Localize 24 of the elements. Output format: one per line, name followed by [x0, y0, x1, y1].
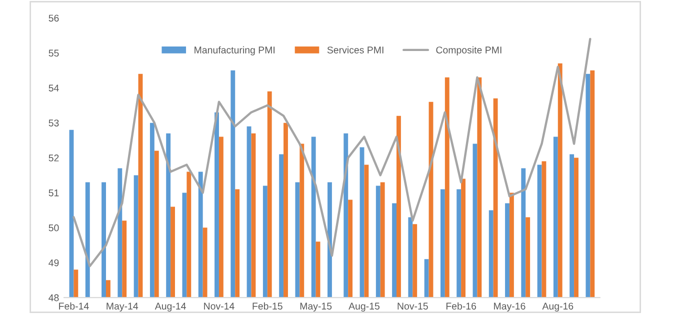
x-tick-label: Aug-14 — [154, 302, 186, 312]
legend-label: Services PMI — [327, 46, 384, 54]
x-tick-label: Aug-16 — [542, 302, 574, 312]
x-tick-label: Feb-16 — [446, 302, 476, 310]
y-tick-label: 51 — [48, 190, 59, 196]
line-series — [72, 38, 592, 268]
x-tick-label: Feb-14 — [59, 302, 89, 310]
x-tick-label: May-16 — [494, 302, 526, 312]
x-tick-label: Nov-15 — [398, 302, 428, 310]
y-tick-label: 54 — [48, 84, 59, 92]
y-tick-label: 48 — [48, 294, 59, 302]
legend-label: Composite PMI — [436, 46, 502, 56]
y-tick-label: 56 — [48, 14, 59, 22]
x-tick-label: Feb-15 — [252, 302, 282, 310]
x-tick-label: Aug-15 — [348, 302, 380, 312]
x-tick-label: May-14 — [106, 302, 138, 312]
x-tick-label: May-15 — [300, 302, 332, 312]
legend-label: Manufacturing PMI — [194, 46, 275, 56]
y-tick-label: 50 — [48, 224, 59, 232]
y-tick-label: 52 — [48, 154, 59, 162]
y-tick-label: 49 — [48, 259, 59, 266]
y-tick-label: 55 — [48, 50, 59, 57]
x-tick-label: Nov-14 — [204, 302, 234, 310]
y-tick-label: 53 — [48, 120, 59, 126]
